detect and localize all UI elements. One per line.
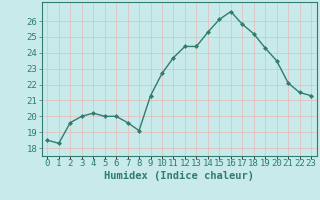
X-axis label: Humidex (Indice chaleur): Humidex (Indice chaleur) [104, 171, 254, 181]
